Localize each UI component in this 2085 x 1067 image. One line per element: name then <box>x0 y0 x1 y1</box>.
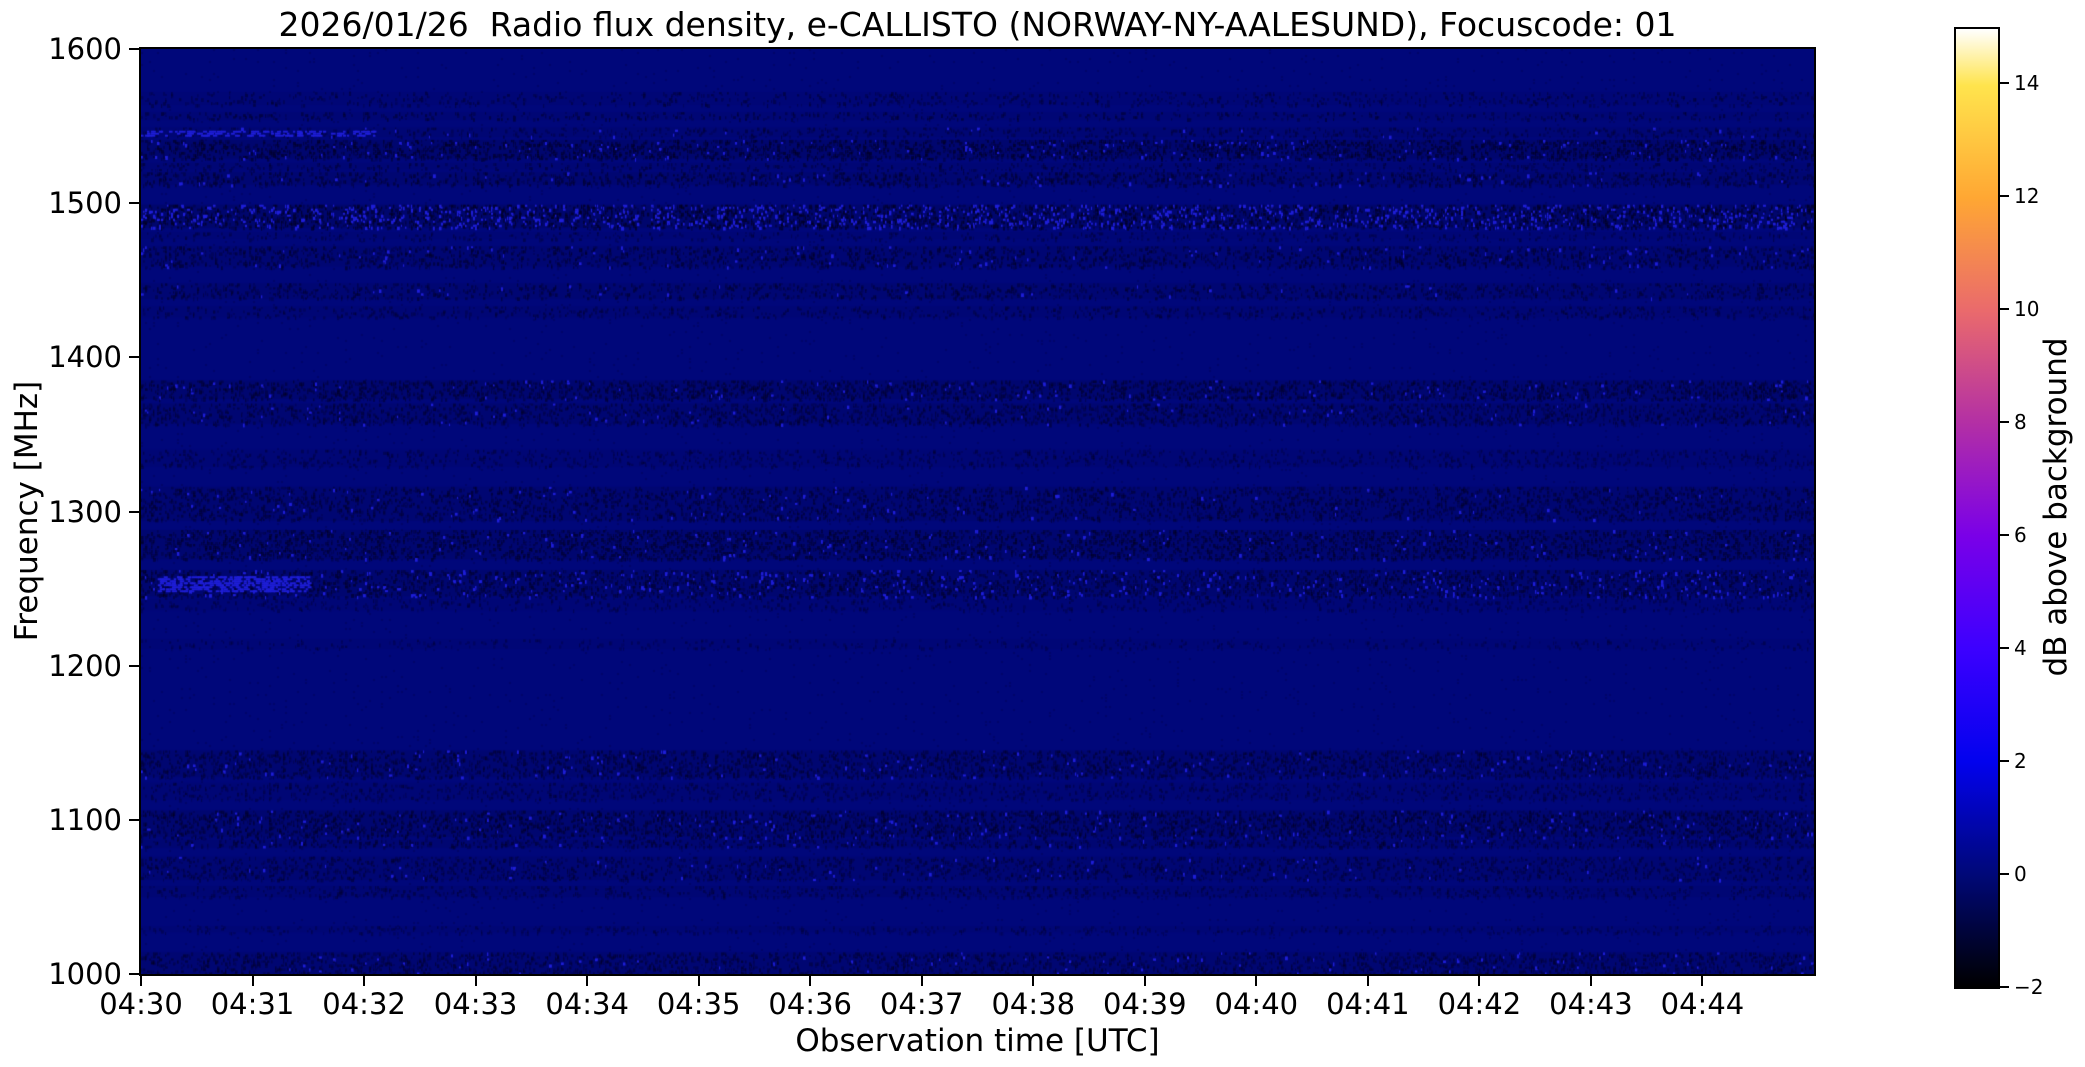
colorbar-tick-mark <box>2000 308 2009 311</box>
colorbar-tick-label: −2 <box>2014 975 2044 999</box>
x-tick-label: 04:35 <box>656 987 741 1021</box>
y-tick-label: 1400 <box>48 340 122 375</box>
colorbar-tick-label: 10 <box>2014 297 2040 322</box>
x-tick-label: 04:38 <box>991 987 1076 1021</box>
x-tick-mark <box>1143 976 1146 986</box>
spectrogram-canvas <box>141 49 1814 974</box>
x-tick-mark <box>1701 976 1704 986</box>
y-tick-mark <box>129 356 139 359</box>
x-tick-mark <box>474 976 477 986</box>
y-tick-mark <box>129 202 139 205</box>
x-tick-mark <box>1366 976 1369 986</box>
x-tick-label: 04:30 <box>99 987 183 1021</box>
x-tick-label: 04:42 <box>1437 987 1522 1021</box>
x-tick-label: 04:31 <box>210 987 295 1021</box>
colorbar-tick-mark <box>2000 647 2009 650</box>
x-tick-label: 04:34 <box>545 987 629 1021</box>
x-tick-label: 04:41 <box>1326 987 1410 1021</box>
colorbar-tick-label: 2 <box>2014 749 2027 774</box>
colorbar-tick-mark <box>2000 873 2009 876</box>
x-tick-label: 04:36 <box>768 987 852 1021</box>
colorbar-tick-label: 4 <box>2014 636 2027 661</box>
x-tick-label: 04:33 <box>433 987 518 1021</box>
y-tick-label: 1600 <box>48 32 122 66</box>
x-tick-label: 04:32 <box>322 987 406 1021</box>
colorbar-tick-label: 6 <box>2014 523 2027 548</box>
x-tick-mark <box>1589 976 1592 986</box>
x-tick-mark <box>1478 976 1481 986</box>
colorbar-tick-label: 14 <box>2014 71 2040 96</box>
x-axis-label: Observation time [UTC] <box>795 1023 1160 1059</box>
x-tick-mark <box>697 976 700 986</box>
x-tick-mark <box>363 976 366 986</box>
colorbar-tick-label: 0 <box>2014 862 2027 887</box>
y-tick-label: 1500 <box>48 186 122 221</box>
y-tick-mark <box>129 818 139 821</box>
y-axis-label: Frequency [MHz] <box>9 380 45 642</box>
x-tick-label: 04:39 <box>1103 987 1187 1021</box>
y-tick-label: 1200 <box>48 648 122 683</box>
y-tick-mark <box>129 664 139 667</box>
x-tick-mark <box>1032 976 1035 986</box>
x-tick-mark <box>809 976 812 986</box>
colorbar-tick-mark <box>2000 986 2009 988</box>
colorbar-tick-mark <box>2000 760 2009 763</box>
colorbar-label: dB above background <box>2038 337 2074 677</box>
x-tick-label: 04:43 <box>1549 987 1633 1021</box>
colorbar-tick-mark <box>2000 534 2009 537</box>
colorbar-tick-mark <box>2000 195 2009 198</box>
x-tick-label: 04:37 <box>879 987 964 1021</box>
y-tick-label: 1000 <box>48 957 122 991</box>
colorbar-tick-mark <box>2000 82 2009 85</box>
chart-title: 2026/01/26 Radio flux density, e-CALLIST… <box>278 5 1677 44</box>
x-tick-mark <box>251 976 254 986</box>
y-tick-mark <box>129 510 139 513</box>
y-tick-label: 1100 <box>48 802 122 837</box>
x-tick-label: 04:40 <box>1214 987 1299 1021</box>
y-tick-mark <box>129 973 139 975</box>
colorbar-tick-mark <box>2000 421 2009 424</box>
colorbar-gradient <box>1954 27 2000 989</box>
y-tick-mark <box>129 48 139 50</box>
x-tick-mark <box>586 976 589 986</box>
x-tick-label: 04:44 <box>1660 987 1745 1021</box>
plot-area <box>139 47 1816 976</box>
colorbar-tick-label: 12 <box>2014 184 2040 209</box>
x-tick-mark <box>920 976 923 986</box>
x-tick-mark <box>1255 976 1258 986</box>
colorbar-tick-label: 8 <box>2014 410 2027 435</box>
y-tick-label: 1300 <box>48 494 122 529</box>
x-tick-mark <box>140 976 142 986</box>
